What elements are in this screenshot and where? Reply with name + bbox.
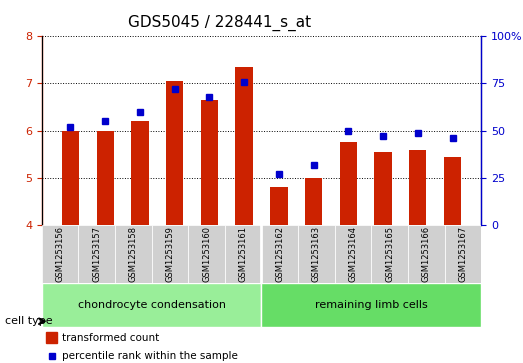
Bar: [62, 131, 79, 225]
Bar: [166, 81, 184, 225]
Text: GSM1253156: GSM1253156: [55, 226, 65, 282]
Bar: [235, 67, 253, 225]
Bar: [201, 100, 218, 225]
Text: GSM1253167: GSM1253167: [458, 226, 468, 282]
FancyBboxPatch shape: [335, 225, 371, 283]
Bar: [46, 332, 57, 343]
FancyBboxPatch shape: [42, 225, 78, 283]
Bar: [409, 150, 426, 225]
Text: GSM1253159: GSM1253159: [165, 226, 175, 282]
Text: cell type: cell type: [5, 316, 53, 326]
FancyBboxPatch shape: [371, 225, 408, 283]
Bar: [270, 187, 288, 225]
FancyBboxPatch shape: [298, 225, 335, 283]
Text: transformed count: transformed count: [62, 333, 159, 343]
Bar: [374, 152, 392, 225]
FancyBboxPatch shape: [408, 225, 445, 283]
FancyBboxPatch shape: [445, 225, 481, 283]
Text: GSM1253158: GSM1253158: [129, 226, 138, 282]
Text: GSM1253163: GSM1253163: [312, 226, 321, 282]
FancyBboxPatch shape: [262, 225, 298, 283]
Bar: [444, 157, 461, 225]
Text: GSM1253162: GSM1253162: [275, 226, 285, 282]
FancyBboxPatch shape: [152, 225, 188, 283]
FancyBboxPatch shape: [115, 225, 152, 283]
Text: GSM1253165: GSM1253165: [385, 226, 394, 282]
Bar: [305, 178, 322, 225]
Text: remaining limb cells: remaining limb cells: [315, 300, 428, 310]
Bar: [131, 121, 149, 225]
Bar: [97, 131, 114, 225]
FancyBboxPatch shape: [188, 225, 225, 283]
Text: GSM1253161: GSM1253161: [238, 226, 248, 282]
Text: chondrocyte condensation: chondrocyte condensation: [78, 300, 225, 310]
Text: GSM1253164: GSM1253164: [348, 226, 358, 282]
FancyBboxPatch shape: [262, 283, 481, 327]
Text: percentile rank within the sample: percentile rank within the sample: [62, 351, 237, 361]
Text: GSM1253166: GSM1253166: [422, 226, 431, 282]
FancyBboxPatch shape: [225, 225, 262, 283]
Text: GSM1253160: GSM1253160: [202, 226, 211, 282]
FancyBboxPatch shape: [42, 283, 262, 327]
Bar: [339, 143, 357, 225]
Text: GDS5045 / 228441_s_at: GDS5045 / 228441_s_at: [128, 15, 311, 31]
Text: GSM1253157: GSM1253157: [92, 226, 101, 282]
FancyBboxPatch shape: [78, 225, 115, 283]
